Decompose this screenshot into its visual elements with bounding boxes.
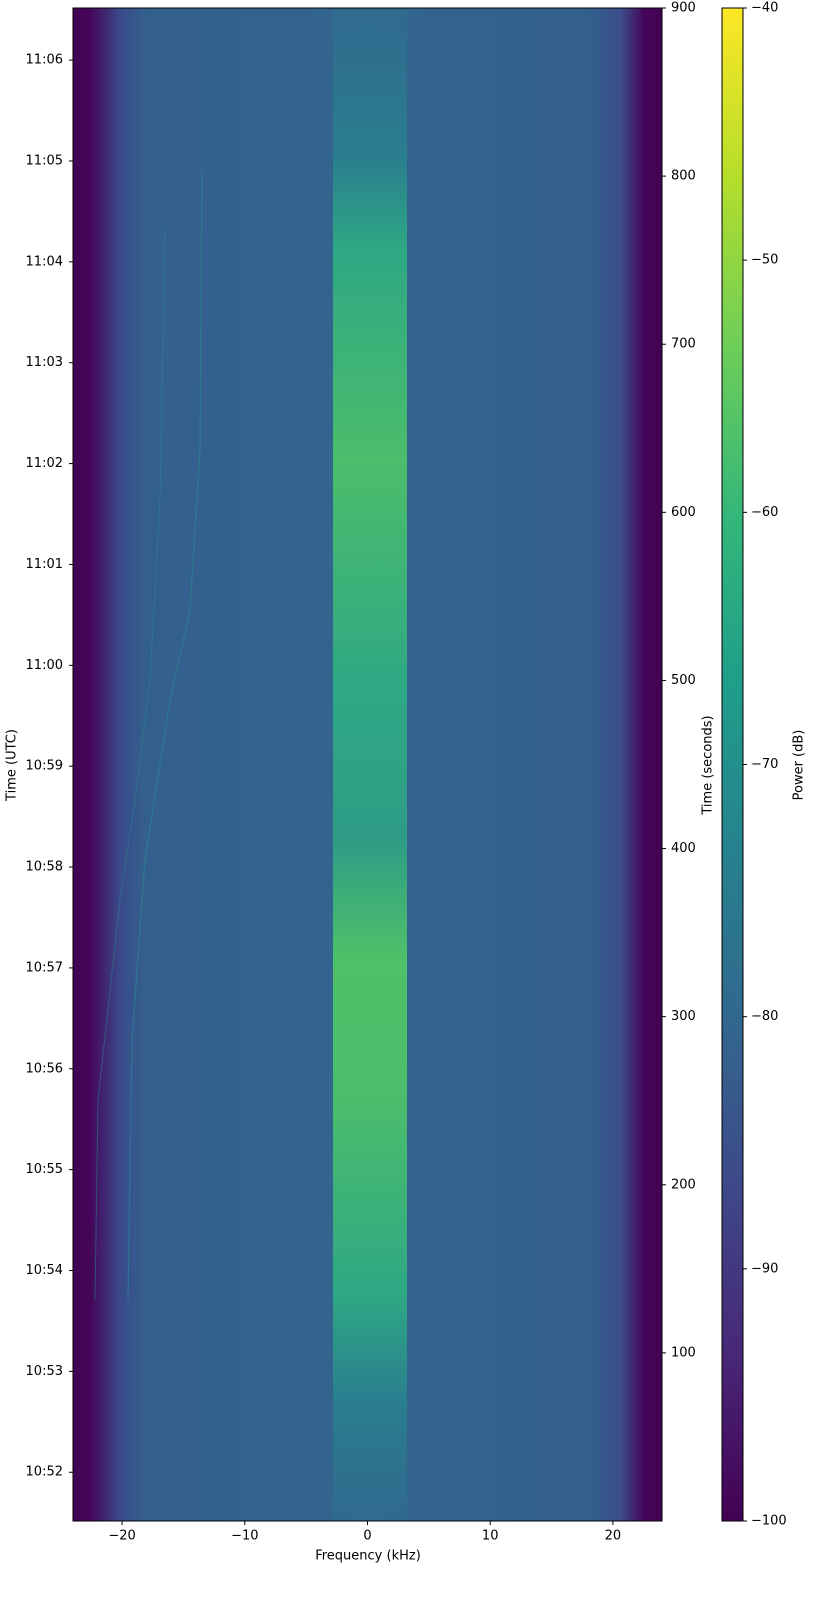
y-tick-label: 11:03: [26, 355, 63, 370]
y-tick-label: 10:55: [26, 1162, 63, 1177]
colorbar-tick-label: −90: [751, 1261, 778, 1276]
x-tick-label: 10: [482, 1529, 499, 1544]
y2-tick-label: 600: [671, 505, 696, 520]
x-tick-label: 20: [605, 1529, 622, 1544]
colorbar-tick-label: −50: [751, 253, 778, 268]
y-tick-label: 10:56: [26, 1061, 63, 1076]
y2-tick-label: 200: [671, 1177, 696, 1192]
colorbar-tick-label: −60: [751, 505, 778, 520]
y2-tick-label: 100: [671, 1345, 696, 1360]
y-tick-label: 11:04: [26, 254, 63, 269]
colorbar-label: Power (dB): [792, 730, 807, 801]
y2-tick-label: 400: [671, 841, 696, 856]
colorbar-tick-label: −100: [751, 1514, 787, 1529]
x-tick-label: −20: [108, 1529, 135, 1544]
y-tick-label: 10:54: [26, 1263, 63, 1278]
y-tick-label: 10:59: [26, 759, 63, 774]
x-axis-label: Frequency (kHz): [315, 1549, 421, 1564]
y-tick-label: 11:06: [26, 53, 63, 68]
y2-tick-label: 900: [671, 1, 696, 16]
x-tick-label: −10: [231, 1529, 258, 1544]
y2-tick-label: 300: [671, 1009, 696, 1024]
signal-trace: [94, 229, 166, 1301]
y-tick-label: 10:57: [26, 960, 63, 975]
y2-tick-label: 500: [671, 673, 696, 688]
y2-tick-label: 700: [671, 337, 696, 352]
colorbar-tick-label: −70: [751, 757, 778, 772]
x-tick-label: 0: [363, 1529, 371, 1544]
colorbar-tick-label: −40: [751, 1, 778, 16]
y-tick-label: 10:58: [26, 860, 63, 875]
y-axis-label: Time (UTC): [5, 729, 20, 802]
y-tick-label: 11:02: [26, 456, 63, 471]
y-tick-label: 10:52: [26, 1465, 63, 1480]
y-tick-label: 10:53: [26, 1364, 63, 1379]
signal-band: [333, 8, 407, 1521]
colorbar: [721, 7, 744, 1522]
colorbar-tick-label: −80: [751, 1009, 778, 1024]
y2-tick-label: 800: [671, 169, 696, 184]
y-tick-label: 11:01: [26, 557, 63, 572]
y-tick-label: 11:05: [26, 153, 63, 168]
y-tick-label: 11:00: [26, 658, 63, 673]
y2-axis-label: Time (seconds): [701, 715, 716, 815]
signal-trace: [127, 169, 203, 1301]
